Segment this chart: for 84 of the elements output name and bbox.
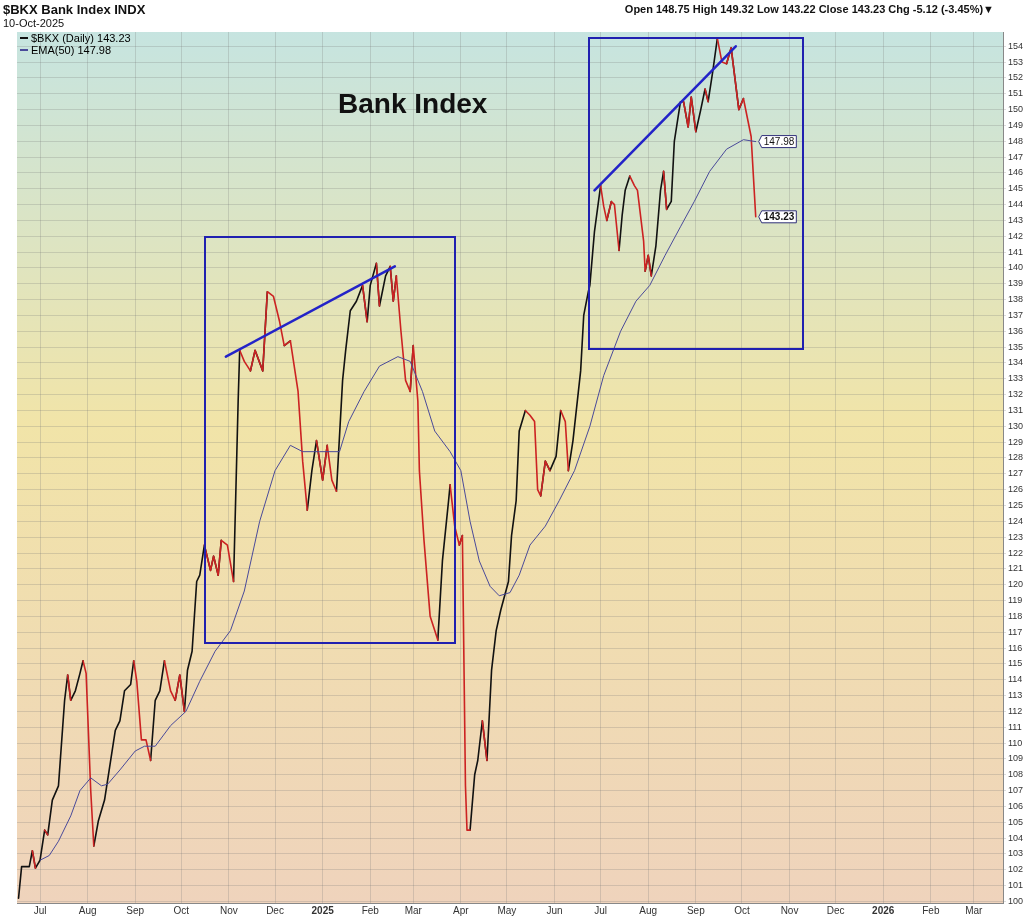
y-tick-label: 138 (1008, 294, 1024, 305)
y-tick-label: 136 (1008, 325, 1024, 336)
y-tick-label: 153 (1008, 56, 1024, 67)
x-tick-label: Sep (686, 904, 706, 916)
y-tick-label: 102 (1008, 864, 1024, 875)
y-tick-label: 117 (1008, 626, 1023, 637)
y-tick-label: 104 (1008, 832, 1024, 843)
y-tick-label: 107 (1008, 785, 1024, 796)
x-tick-label: Dec (266, 904, 284, 916)
y-tick-label: 134 (1008, 357, 1024, 368)
y-tick-label: 120 (1008, 579, 1024, 590)
x-tick-label: Feb (922, 904, 940, 916)
x-tick-label: Nov (220, 904, 238, 916)
y-tick-label: 135 (1008, 341, 1024, 352)
y-tick-label: 105 (1008, 816, 1024, 827)
x-tick-label: Sep (126, 904, 145, 916)
x-tick-label: Feb (361, 904, 380, 916)
x-tick-label: Nov (780, 904, 799, 916)
y-tick-label: 106 (1008, 800, 1024, 811)
y-tick-label: 133 (1008, 373, 1024, 384)
y-tick-label: 150 (1008, 104, 1024, 115)
x-tick-label: Jun (546, 904, 563, 916)
y-tick-label: 123 (1008, 531, 1024, 542)
y-tick-label: 127 (1008, 468, 1024, 479)
y-tick-label: 152 (1008, 72, 1024, 83)
x-tick-label: Mar (965, 904, 984, 916)
y-tick-label: 141 (1008, 246, 1024, 257)
x-tick-label: Aug (639, 904, 658, 916)
y-tick-label: 129 (1008, 436, 1024, 447)
y-tick-label: 121 (1008, 563, 1024, 574)
y-tick-label: 112 (1008, 705, 1023, 716)
y-tick-label: 126 (1008, 484, 1024, 495)
y-tick-label: 144 (1008, 199, 1024, 210)
x-tick-label: May (497, 904, 517, 916)
y-tick-label: 148 (1008, 135, 1024, 146)
y-tick-label: 113 (1008, 690, 1023, 701)
x-tick-label: Jul (594, 904, 608, 916)
y-tick-label: 131 (1008, 404, 1024, 415)
y-tick-label: 145 (1008, 183, 1024, 194)
y-tick-label: 143 (1008, 214, 1024, 225)
x-tick-label: Oct (173, 904, 190, 916)
y-tick-label: 137 (1008, 309, 1024, 320)
y-tick-label: 114 (1008, 674, 1023, 685)
y-tick-label: 147 (1008, 151, 1024, 162)
y-tick-label: 111 (1008, 721, 1022, 732)
x-tick-label: Dec (826, 904, 845, 916)
x-tick-label: 2026 (872, 904, 895, 916)
y-tick-label: 140 (1008, 262, 1024, 273)
y-tick-label: 109 (1008, 753, 1024, 764)
y-tick-label: 132 (1008, 389, 1024, 400)
y-tick-label: 125 (1008, 499, 1024, 510)
text: Open 148.75 High 149.32 Low 143.22 Close 143.23 Chg -5.12 (-3.45%)▼ (624, 3, 994, 15)
annotation: 143.23 (763, 211, 795, 223)
y-tick-label: 108 (1008, 769, 1024, 780)
x-tick-label: Mar (404, 904, 423, 916)
y-tick-label: 151 (1008, 88, 1024, 99)
chart-subtitle: 10-Oct-2025 (3, 17, 65, 29)
annotation: 147.98 (763, 135, 795, 147)
y-tick-label: 146 (1008, 167, 1024, 178)
y-tick-label: 101 (1008, 880, 1024, 891)
y-tick-label: 142 (1008, 230, 1024, 241)
y-tick-label: 139 (1008, 278, 1024, 289)
y-tick-label: 115 (1008, 658, 1023, 669)
x-tick-label: Aug (78, 904, 97, 916)
y-tick-label: 116 (1008, 642, 1023, 653)
y-tick-label: 110 (1008, 737, 1023, 748)
x-tick-label: Jul (33, 904, 47, 916)
x-tick-label: Apr (453, 904, 470, 916)
x-tick-label: 2025 (311, 904, 335, 916)
y-tick-label: 130 (1008, 420, 1024, 431)
y-tick-label: 124 (1008, 515, 1024, 526)
chart-title: $BKX Bank Index INDX (3, 2, 146, 17)
y-tick-label: 100 (1008, 895, 1024, 906)
x-tick-label: Oct (734, 904, 750, 916)
y-tick-label: 149 (1008, 119, 1024, 130)
annotation: Bank Index (338, 88, 488, 120)
y-tick-label: 128 (1008, 452, 1024, 463)
y-tick-label: 154 (1008, 40, 1024, 51)
y-tick-label: 118 (1008, 610, 1023, 621)
y-tick-label: 103 (1008, 848, 1024, 859)
y-tick-label: 119 (1008, 595, 1023, 606)
legend-label: $BKX (Daily) 143.23 (31, 32, 131, 44)
y-tick-label: 122 (1008, 547, 1024, 558)
legend-label: EMA(50) 147.98 (31, 44, 112, 56)
